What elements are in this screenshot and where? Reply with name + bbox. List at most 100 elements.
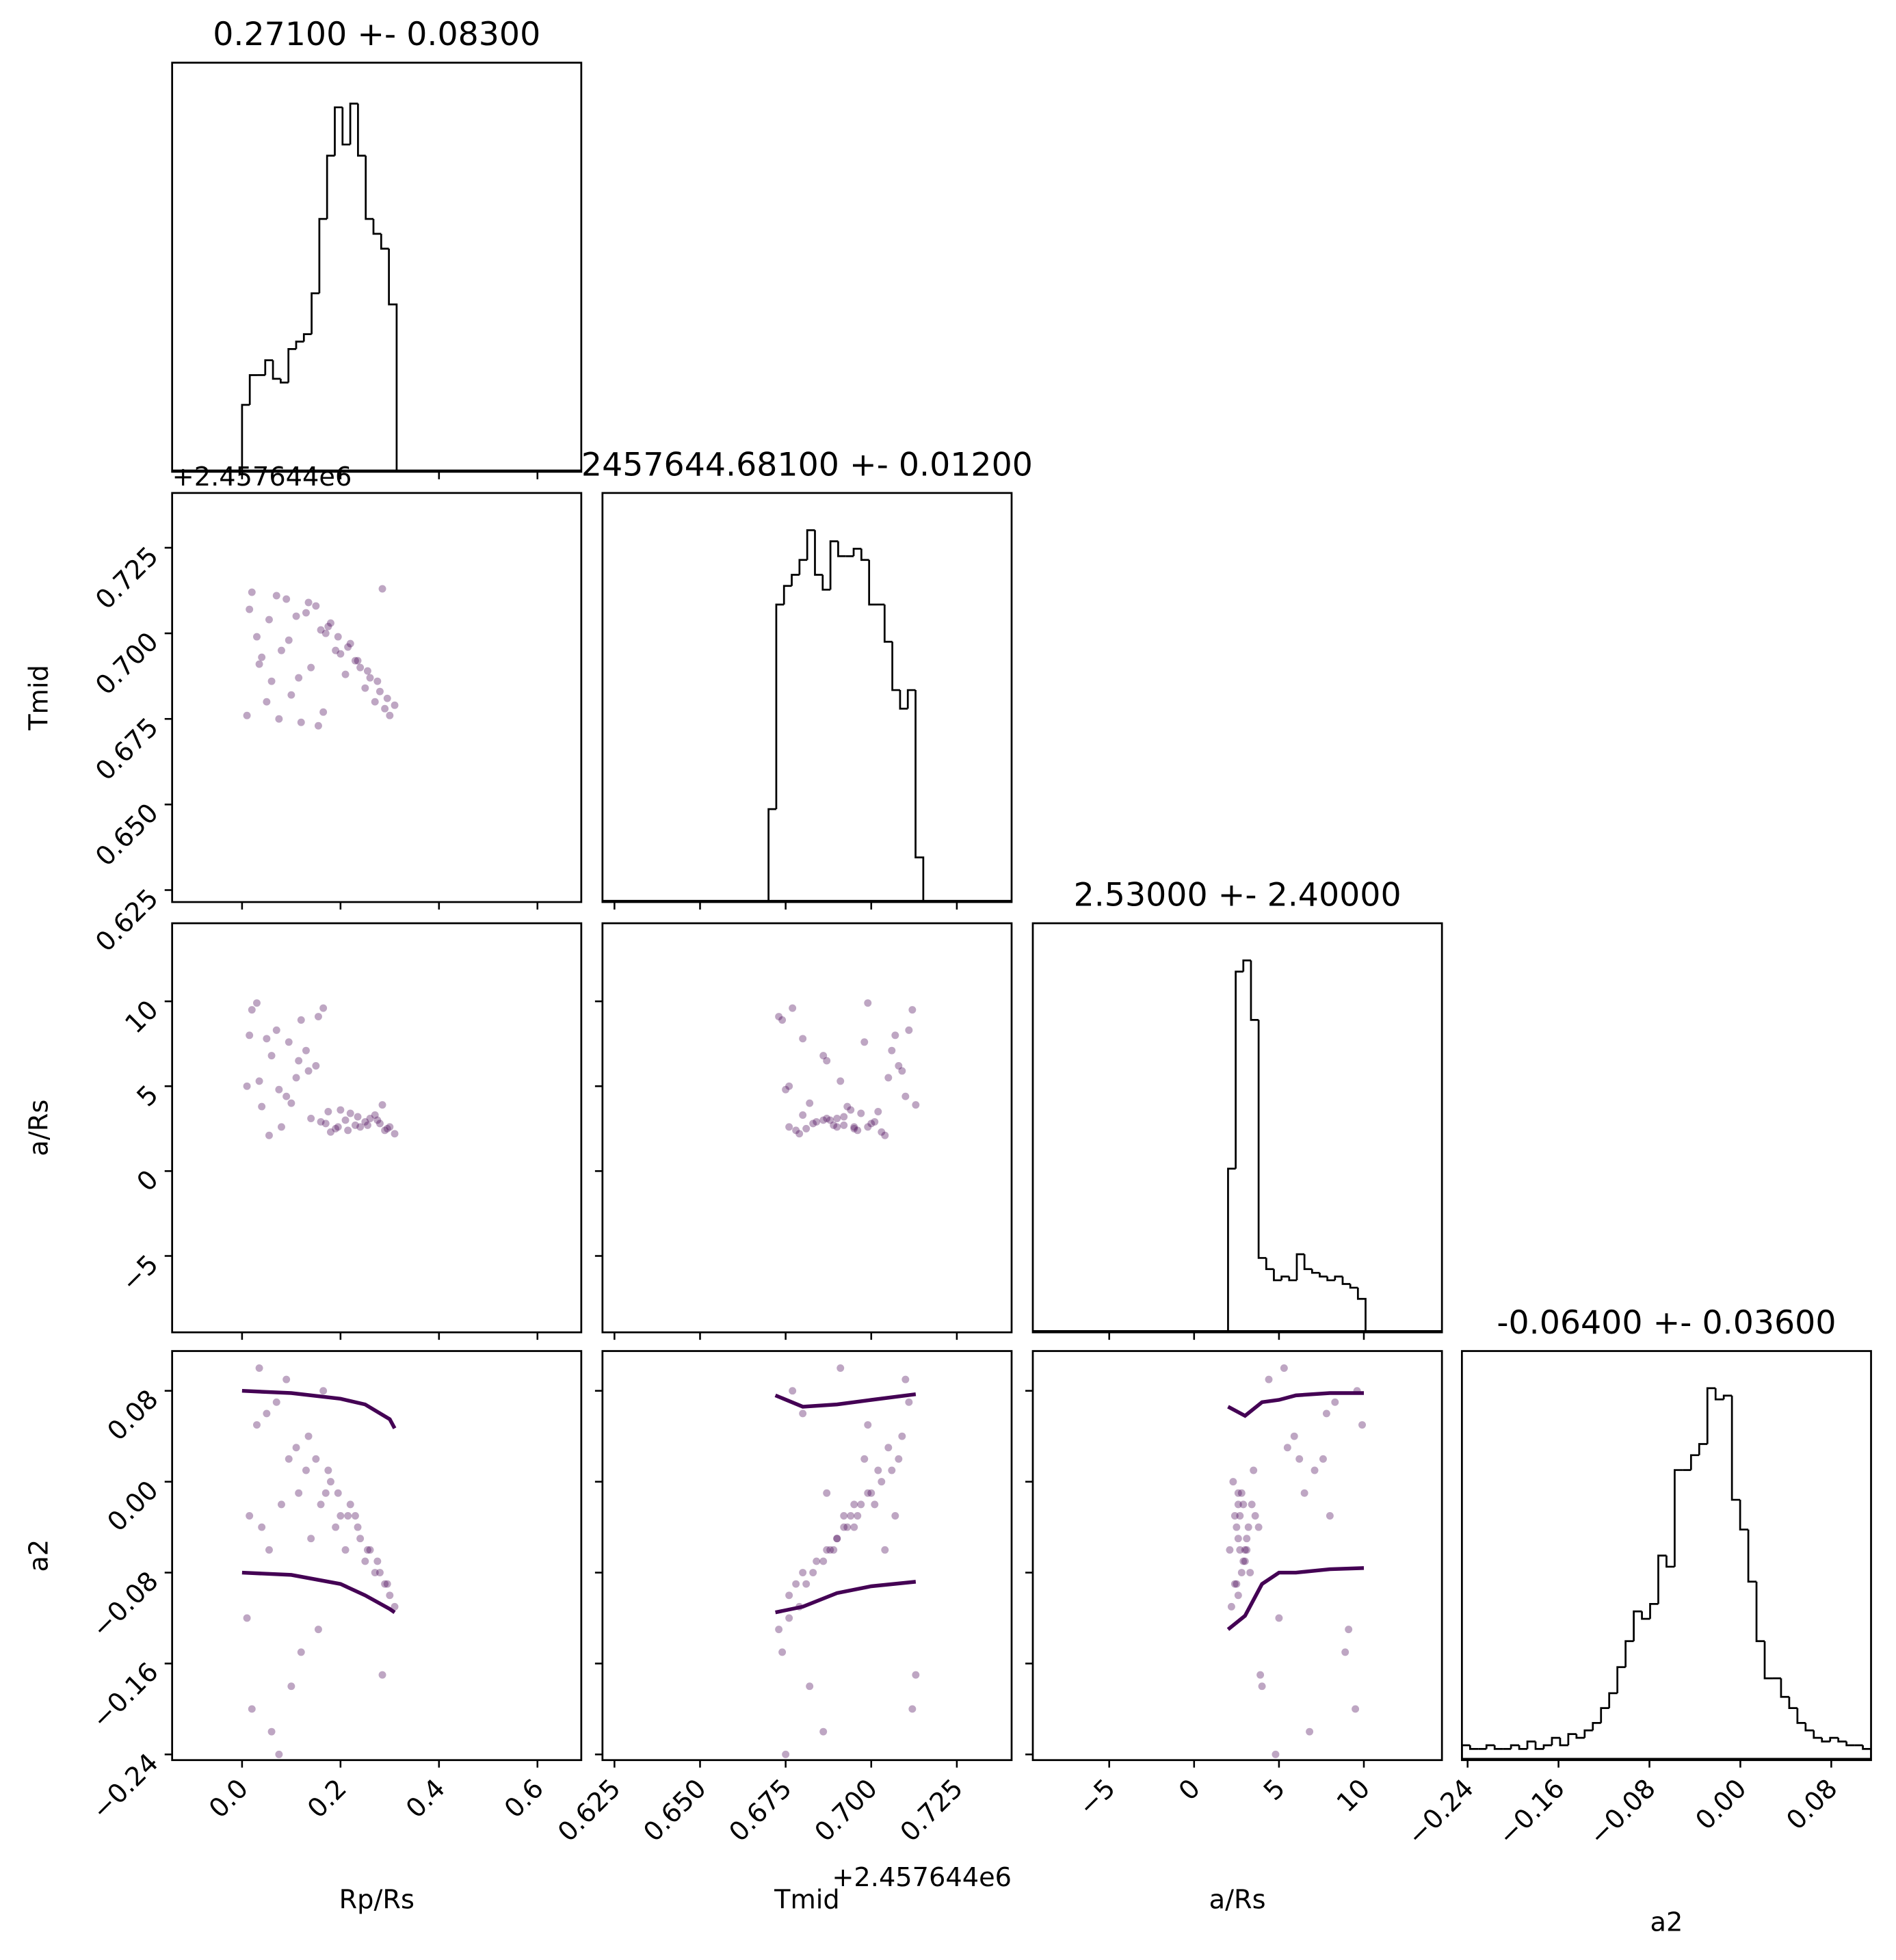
axes-frame: [601, 922, 1013, 1334]
point: [785, 1123, 793, 1131]
hist-bin: [365, 155, 374, 220]
point: [354, 657, 362, 665]
point: [1322, 1409, 1330, 1418]
point: [908, 1705, 917, 1713]
point: [292, 612, 300, 620]
point: [248, 588, 256, 596]
point: [792, 1126, 800, 1135]
point: [275, 715, 283, 723]
point: [381, 1126, 389, 1135]
point: [297, 1648, 305, 1656]
point: [334, 1123, 342, 1131]
point: [908, 1006, 917, 1014]
hist-bin: [1534, 1741, 1544, 1750]
panel: −5 0 5 10: [116, 922, 583, 1340]
hist-bin: [1641, 1611, 1650, 1620]
offset-text: +2.457644e6: [172, 462, 352, 492]
point: [383, 1124, 391, 1133]
hist-bin: [1829, 1736, 1839, 1742]
quantile-curve: [774, 1392, 917, 1409]
point: [346, 1500, 354, 1509]
hist-bin: [1319, 1273, 1328, 1277]
y-tick-label: −0.16: [86, 1656, 165, 1735]
point: [867, 1489, 875, 1497]
point: [321, 1120, 330, 1128]
x-tick-label: 0: [1173, 1773, 1207, 1807]
y-axis-label: a2: [23, 1539, 54, 1572]
hist-bin: [372, 219, 382, 235]
point: [881, 1131, 889, 1139]
point: [265, 615, 273, 624]
point: [263, 1409, 271, 1418]
axes-frame: [601, 1350, 1013, 1762]
hist-bin: [1600, 1707, 1609, 1723]
hist-bin: [1722, 1394, 1733, 1400]
x-tick-label: −0.16: [1492, 1773, 1571, 1852]
hist-bin: [341, 107, 351, 146]
y-axis-label: a/Rs: [23, 1100, 54, 1156]
point: [1230, 1512, 1239, 1520]
point: [373, 1116, 382, 1124]
point: [819, 1116, 828, 1124]
point: [833, 1535, 841, 1543]
point: [1275, 1614, 1283, 1622]
hist-bin: [1273, 1269, 1282, 1282]
x-axis-label: a2: [1650, 1907, 1683, 1938]
point: [884, 1074, 893, 1082]
panel-title: 0.27100 +- 0.08300: [213, 16, 540, 53]
y-axis-label: Tmid: [23, 665, 54, 731]
hist-bin: [1780, 1678, 1789, 1698]
point: [864, 1421, 872, 1429]
hist-bin: [1288, 1276, 1297, 1282]
hist-bin: [1341, 1276, 1351, 1285]
point: [317, 1500, 325, 1509]
point: [1280, 1364, 1288, 1372]
x-tick-label: 0.725: [895, 1773, 969, 1848]
point: [317, 1117, 325, 1126]
point: [1254, 1523, 1263, 1531]
point: [819, 1052, 828, 1060]
hist-bin: [852, 548, 862, 557]
x-axis-label: a/Rs: [1209, 1885, 1266, 1916]
hist-bin: [837, 541, 846, 557]
hist-bin: [388, 248, 398, 472]
hist-bin: [1567, 1733, 1577, 1745]
point: [823, 1546, 831, 1554]
y-tick-label: 0.675: [90, 712, 164, 786]
point: [366, 674, 374, 682]
point: [297, 1016, 305, 1024]
point: [813, 1557, 821, 1565]
hist-bin: [1845, 1741, 1855, 1747]
point: [850, 1523, 858, 1531]
quantile-curve: [775, 1580, 917, 1615]
point: [1352, 1705, 1360, 1713]
point: [312, 1062, 320, 1070]
panel-title: 2.53000 +- 2.40000: [1074, 876, 1401, 914]
point: [351, 1512, 359, 1520]
point: [898, 1067, 906, 1075]
point: [864, 999, 872, 1007]
hist-bin: [318, 217, 328, 293]
point: [819, 1727, 828, 1736]
point: [809, 1120, 817, 1128]
point: [1326, 1512, 1334, 1520]
panel-title: -0.06400 +- 0.03600: [1497, 1304, 1836, 1342]
hist-bin: [1469, 1745, 1479, 1750]
hist-bin: [806, 529, 815, 560]
point: [1283, 1444, 1291, 1452]
point: [246, 605, 254, 613]
hist-bin: [1334, 1275, 1343, 1281]
point: [243, 1614, 251, 1622]
point: [1226, 1546, 1234, 1554]
point: [319, 708, 328, 716]
hist-bin: [380, 233, 389, 250]
axes-frame: [1031, 1350, 1443, 1762]
y-tick-label: 10: [119, 994, 164, 1039]
point: [243, 711, 251, 719]
point: [334, 1489, 342, 1497]
point: [282, 595, 291, 603]
point: [277, 1123, 285, 1131]
point: [840, 1113, 848, 1121]
point: [307, 663, 315, 672]
quantile-curve: [1227, 1391, 1365, 1418]
